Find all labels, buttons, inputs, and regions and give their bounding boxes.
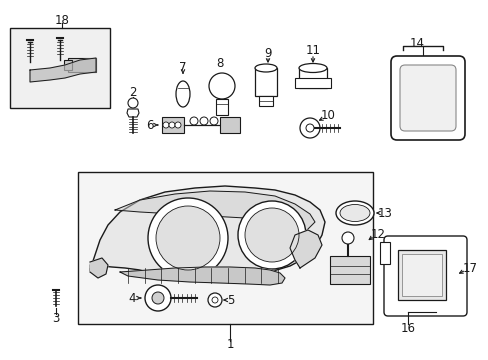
Bar	[329, 256, 369, 284]
Text: 5: 5	[227, 293, 234, 306]
Bar	[397, 250, 445, 300]
Circle shape	[238, 201, 305, 269]
Circle shape	[208, 73, 235, 99]
Ellipse shape	[339, 204, 369, 221]
FancyBboxPatch shape	[390, 56, 464, 140]
Bar	[298, 68, 326, 88]
Bar	[64, 60, 72, 70]
Polygon shape	[90, 186, 325, 280]
Polygon shape	[115, 191, 314, 232]
Circle shape	[148, 198, 227, 278]
Text: 14: 14	[408, 36, 424, 50]
Circle shape	[175, 122, 181, 128]
Circle shape	[128, 98, 138, 108]
Text: 17: 17	[462, 261, 476, 274]
Circle shape	[341, 232, 353, 244]
Text: 2: 2	[129, 86, 137, 99]
Circle shape	[244, 208, 298, 262]
Polygon shape	[120, 267, 285, 285]
Text: 8: 8	[216, 57, 223, 69]
Circle shape	[169, 122, 175, 128]
Bar	[220, 117, 240, 133]
Circle shape	[152, 292, 163, 304]
FancyBboxPatch shape	[399, 65, 455, 131]
Text: 4: 4	[128, 292, 136, 305]
Text: 11: 11	[305, 44, 320, 57]
Bar	[68, 58, 96, 72]
Text: 16: 16	[400, 321, 415, 334]
Text: 15: 15	[433, 69, 447, 82]
Bar	[216, 99, 227, 115]
Circle shape	[212, 297, 218, 303]
Text: 3: 3	[52, 311, 60, 324]
Ellipse shape	[298, 63, 326, 72]
Text: 12: 12	[370, 228, 385, 240]
Ellipse shape	[335, 201, 373, 225]
Polygon shape	[90, 258, 108, 278]
Circle shape	[145, 285, 171, 311]
Bar	[78, 172, 372, 324]
Circle shape	[299, 118, 319, 138]
Ellipse shape	[254, 64, 276, 72]
Bar	[379, 242, 389, 264]
Polygon shape	[30, 58, 96, 82]
Bar	[259, 96, 272, 106]
Text: 18: 18	[55, 14, 69, 27]
Bar	[401, 254, 441, 296]
Text: 1: 1	[226, 338, 233, 351]
Circle shape	[305, 124, 313, 132]
Text: 7: 7	[179, 60, 186, 73]
Circle shape	[207, 293, 222, 307]
Bar	[294, 78, 330, 88]
FancyBboxPatch shape	[383, 236, 466, 316]
Circle shape	[156, 206, 220, 270]
Text: 13: 13	[377, 207, 392, 220]
Bar	[10, 28, 110, 108]
Bar	[150, 292, 165, 304]
Circle shape	[163, 122, 169, 128]
Polygon shape	[289, 230, 321, 268]
Text: 6: 6	[146, 118, 153, 131]
Ellipse shape	[176, 81, 190, 107]
Text: 9: 9	[264, 46, 271, 59]
Bar	[254, 68, 276, 96]
Polygon shape	[127, 109, 139, 117]
Bar	[162, 117, 183, 133]
Text: 10: 10	[320, 108, 335, 122]
